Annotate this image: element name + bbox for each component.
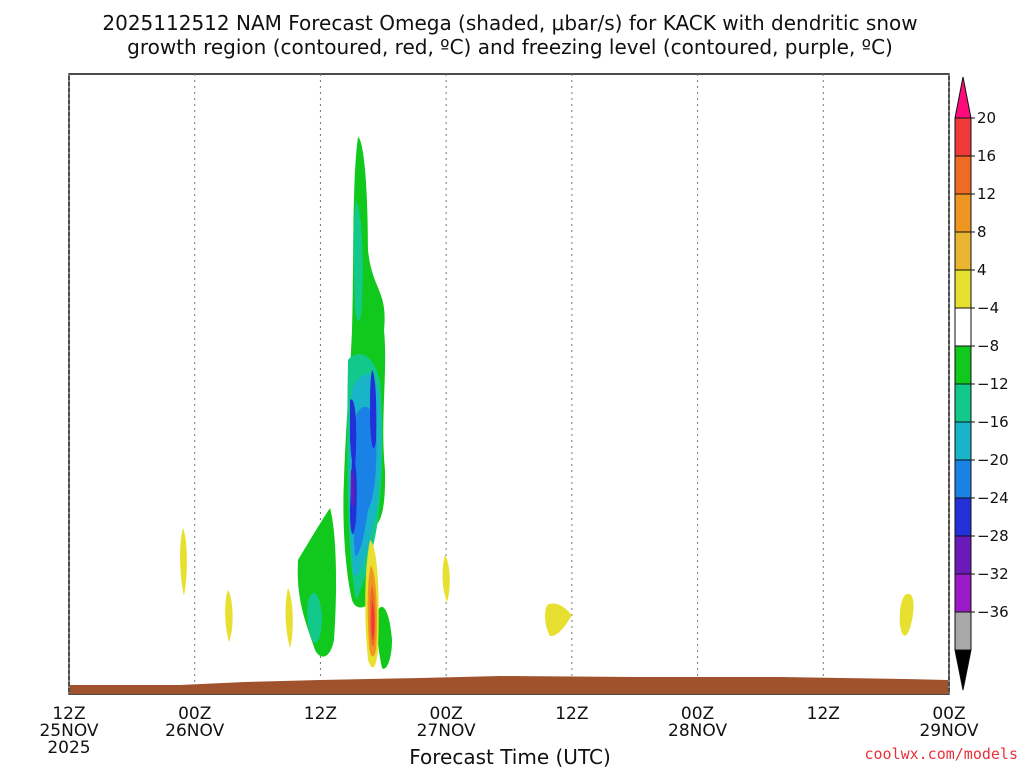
- omega-upward-region: [350, 399, 357, 469]
- x-tick-label: 25NOV: [39, 721, 98, 741]
- colorbar-swatch: [954, 193, 972, 233]
- colorbar-label: −28: [977, 527, 1009, 545]
- colorbar-swatch: [954, 459, 972, 499]
- colorbar-label: −36: [977, 603, 1009, 621]
- colorbar-swatch: [954, 535, 972, 575]
- chart-title-line-2: growth region (contoured, red, ºC) and f…: [127, 35, 893, 59]
- x-tick-label: 12Z: [807, 704, 840, 724]
- x-tick-label: 12Z: [555, 704, 588, 724]
- x-tick-label: 00Z: [178, 704, 211, 724]
- x-tick-label: 12Z: [52, 704, 85, 724]
- colorbar-swatch: [954, 345, 972, 385]
- omega-upward-region: [352, 406, 377, 556]
- omega-downward-region: [899, 593, 914, 636]
- x-tick-label: 00Z: [430, 704, 463, 724]
- x-tick-label: 28NOV: [668, 721, 727, 741]
- omega-upward-region: [377, 606, 392, 669]
- colorbar-bottom-arrow: [954, 649, 972, 691]
- x-tick-label: 12Z: [304, 704, 337, 724]
- colorbar-label: 12: [977, 185, 996, 203]
- colorbar-swatch: [954, 269, 972, 309]
- omega-downward-region: [442, 555, 450, 602]
- chart-title-line-1: 2025112512 NAM Forecast Omega (shaded, μ…: [102, 11, 917, 35]
- colorbar-label: 4: [977, 261, 987, 279]
- omega-upward-region: [297, 508, 337, 657]
- colorbar-label: −24: [977, 489, 1009, 507]
- colorbar-label: −32: [977, 565, 1009, 583]
- colorbar-swatch: [954, 155, 972, 195]
- x-tick-label: 00Z: [681, 704, 714, 724]
- x-tick-label: 27NOV: [417, 721, 476, 741]
- colorbar-label: −4: [977, 299, 999, 317]
- colorbar-label: 8: [977, 223, 987, 241]
- terrain-ground: [70, 676, 948, 694]
- colorbar-swatch: [954, 421, 972, 461]
- omega-downward-region: [371, 600, 375, 640]
- x-tick-label: 26NOV: [165, 721, 224, 741]
- colorbar-swatch: [954, 231, 972, 271]
- colorbar-label: 20: [977, 109, 996, 127]
- colorbar-swatch: [954, 307, 972, 347]
- colorbar-label: 16: [977, 147, 996, 165]
- colorbar-swatch: [954, 117, 972, 157]
- x-tick-label: 00Z: [932, 704, 965, 724]
- site-credit: coolwx.com/models: [864, 745, 1018, 763]
- omega-upward-region: [353, 200, 363, 321]
- colorbar-swatch: [954, 611, 972, 651]
- colorbar-swatch: [954, 383, 972, 423]
- x-tick-label: 29NOV: [919, 721, 978, 741]
- colorbar-top-arrow: [954, 76, 972, 119]
- omega-upward-region: [370, 370, 377, 449]
- colorbar-label: −12: [977, 375, 1009, 393]
- plot-area: [68, 73, 950, 695]
- colorbar-swatch: [954, 497, 972, 537]
- omega-downward-region: [545, 603, 572, 637]
- omega-downward-region: [225, 590, 233, 642]
- colorbar: 20 16 12 8 4 −4 −8 −12 −16 −20 −24 −28 −32 −36: [954, 76, 1009, 691]
- omega-upward-region: [307, 592, 322, 643]
- colorbar-label: −16: [977, 413, 1009, 431]
- omega-downward-region: [285, 588, 293, 648]
- x-tick-label: 2025: [47, 738, 90, 758]
- omega-downward-region: [180, 528, 187, 596]
- x-axis-label: Forecast Time (UTC): [409, 745, 611, 768]
- colorbar-swatch: [954, 573, 972, 613]
- omega-shading: [180, 137, 914, 669]
- colorbar-label: −20: [977, 451, 1009, 469]
- colorbar-label: −8: [977, 337, 999, 355]
- omega-upward-region: [350, 469, 355, 507]
